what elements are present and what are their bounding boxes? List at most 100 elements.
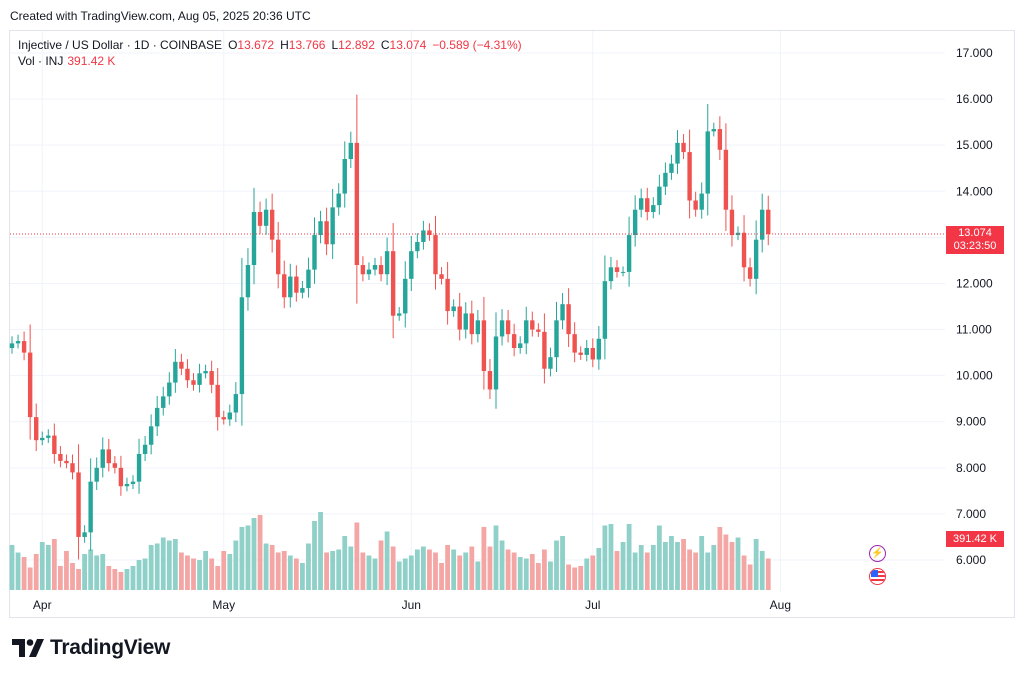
candle-body <box>487 371 493 390</box>
candle-body <box>645 198 650 213</box>
legend-change: −0.589 (−4.31%) <box>432 38 522 52</box>
candle-body <box>269 209 275 240</box>
volume-bar <box>487 546 493 590</box>
candle-body <box>433 235 438 275</box>
candle-body <box>348 142 353 160</box>
candle-body <box>106 449 111 464</box>
volume-bar <box>396 561 402 590</box>
candle-body <box>94 467 99 482</box>
candle-body <box>518 343 523 348</box>
price-tick-label: 8.000 <box>956 461 986 475</box>
legend-volume-label: Vol · INJ <box>18 54 64 68</box>
candle-body <box>300 288 305 293</box>
candle-body <box>651 205 656 213</box>
candle-body <box>9 343 15 348</box>
volume-bar <box>663 542 668 590</box>
legend-low: 12.892 <box>338 38 375 52</box>
legend-high: 13.766 <box>288 38 326 52</box>
candle-body <box>469 313 474 335</box>
volume-tag: 391.42 K <box>946 531 1004 547</box>
candle-body <box>76 472 81 537</box>
candle-body <box>451 306 456 312</box>
candle-body <box>70 463 75 473</box>
candle-body <box>288 276 293 298</box>
candle-body <box>614 267 620 272</box>
candle-body <box>554 320 559 358</box>
candle-body <box>384 251 390 275</box>
candle-body <box>663 172 668 187</box>
price-candles <box>9 94 771 560</box>
candle-body <box>415 241 420 252</box>
volume-bar <box>221 551 227 590</box>
candle-body <box>723 149 729 210</box>
price-axis: 6.000 7.000 8.000 9.000 10.000 11.000 12.000 13… <box>956 46 993 567</box>
volume-bar <box>717 527 723 590</box>
volume-bar <box>330 551 336 590</box>
volume-bar <box>505 549 511 590</box>
candle-body <box>239 297 245 395</box>
volume-bar <box>318 512 323 590</box>
candle-body <box>403 278 408 314</box>
legend-volume-row: Vol · INJ 391.42 K <box>18 53 522 69</box>
price-tick-label: 17.000 <box>956 46 993 60</box>
volume-bar <box>542 549 547 590</box>
volume-bar <box>215 566 221 590</box>
volume-bar <box>408 555 414 590</box>
volume-bar <box>251 518 257 590</box>
candle-body <box>312 235 317 270</box>
volume-bar <box>33 554 39 590</box>
volume-bar <box>669 536 674 590</box>
candle-body <box>330 207 335 245</box>
candle-body <box>427 230 432 236</box>
volume-bar <box>245 525 251 590</box>
volume-bar <box>560 536 565 590</box>
candle-body <box>687 152 692 201</box>
chart-frame <box>9 30 1015 618</box>
candle-body <box>142 444 148 454</box>
volume-bar <box>650 545 656 590</box>
volume-bar <box>632 552 638 590</box>
volume-bar <box>39 542 45 590</box>
candle-body <box>173 361 178 383</box>
candle-body <box>118 467 124 487</box>
candle-body <box>191 380 196 385</box>
volume-bar <box>753 539 759 590</box>
volume-bar <box>324 552 329 590</box>
tradingview-logo[interactable]: TradingView <box>12 636 170 660</box>
us-flag-icon[interactable] <box>869 568 886 585</box>
volume-bar <box>693 552 699 590</box>
volume-bar <box>741 555 747 590</box>
volume-bar <box>433 552 438 590</box>
volume-bar <box>378 540 384 590</box>
volume-bar <box>626 524 632 590</box>
candle-body <box>632 209 638 236</box>
flag-glyph <box>870 569 885 584</box>
volume-bar <box>463 552 469 590</box>
candle-body <box>197 373 202 385</box>
volume-bars <box>9 512 771 590</box>
volume-bar <box>572 567 578 590</box>
candle-body <box>155 407 160 427</box>
lightning-icon[interactable]: ⚡ <box>869 545 886 562</box>
candle-body <box>536 329 541 332</box>
volume-bar <box>64 551 69 590</box>
candle-body <box>572 334 577 353</box>
candle-body <box>112 463 118 468</box>
volume-bar <box>481 527 487 590</box>
candle-body <box>753 239 759 279</box>
candle-body <box>245 265 251 298</box>
volume-bar <box>457 555 463 590</box>
candle-body <box>276 239 281 275</box>
volume-bar <box>366 555 372 590</box>
volume-bar <box>451 549 457 590</box>
volume-bar <box>554 540 559 590</box>
volume-bar <box>372 558 378 590</box>
volume-bar <box>312 521 317 590</box>
candle-body <box>21 341 27 353</box>
candle-body <box>282 274 287 298</box>
candle-body <box>481 320 487 372</box>
volume-bar <box>166 540 172 590</box>
volume-bar <box>239 527 245 590</box>
candle-body <box>735 232 741 236</box>
